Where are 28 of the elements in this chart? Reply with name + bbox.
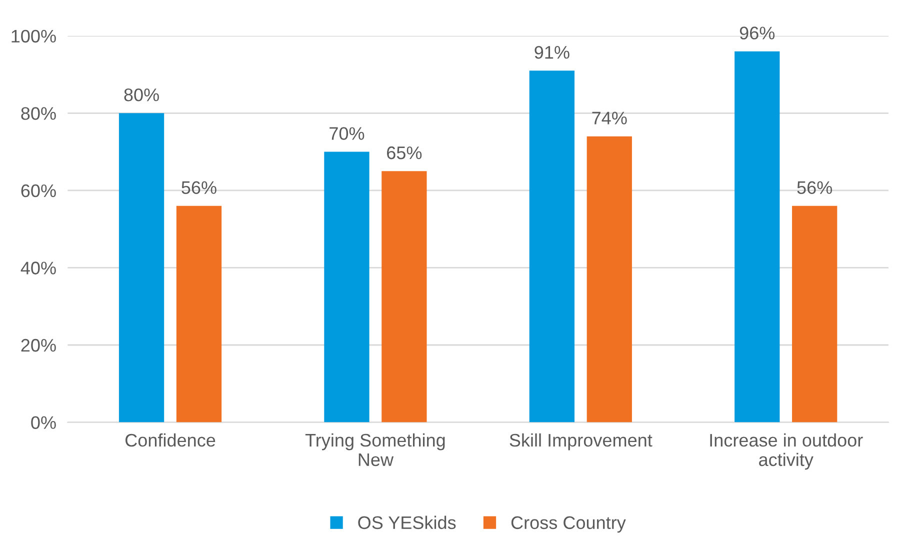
x-tick-label: Increase in outdoor activity — [710, 433, 863, 470]
y-tick-label: 80% — [21, 107, 56, 120]
bar — [734, 51, 780, 422]
data-label: 56% — [182, 181, 216, 194]
y-tick-label: 100% — [12, 30, 56, 43]
y-tick-label: 40% — [20, 262, 56, 274]
bar — [324, 152, 370, 422]
x-tick-label: Confidence — [126, 433, 216, 447]
data-label: 96% — [740, 26, 775, 40]
bar — [586, 136, 632, 422]
bar — [118, 113, 164, 422]
y-tick-label: 0% — [31, 416, 56, 429]
x-tick-label: Trying Something New — [305, 433, 445, 466]
bar — [529, 70, 575, 422]
data-label: 70% — [330, 127, 364, 140]
data-label: 56% — [797, 181, 832, 194]
bar — [792, 206, 838, 422]
x-tick-label: Skill Improvement — [510, 433, 652, 450]
data-label: 74% — [592, 112, 627, 124]
data-label: 65% — [387, 146, 422, 160]
data-label: 80% — [124, 88, 159, 102]
y-tick-label: 60% — [21, 184, 56, 198]
legend-label: Cross Country — [511, 516, 626, 533]
bar — [176, 206, 222, 422]
data-label: 91% — [534, 46, 570, 59]
bar — [382, 171, 427, 422]
legend-label: OS YESkids — [358, 516, 456, 530]
y-tick-label: 20% — [21, 338, 56, 352]
